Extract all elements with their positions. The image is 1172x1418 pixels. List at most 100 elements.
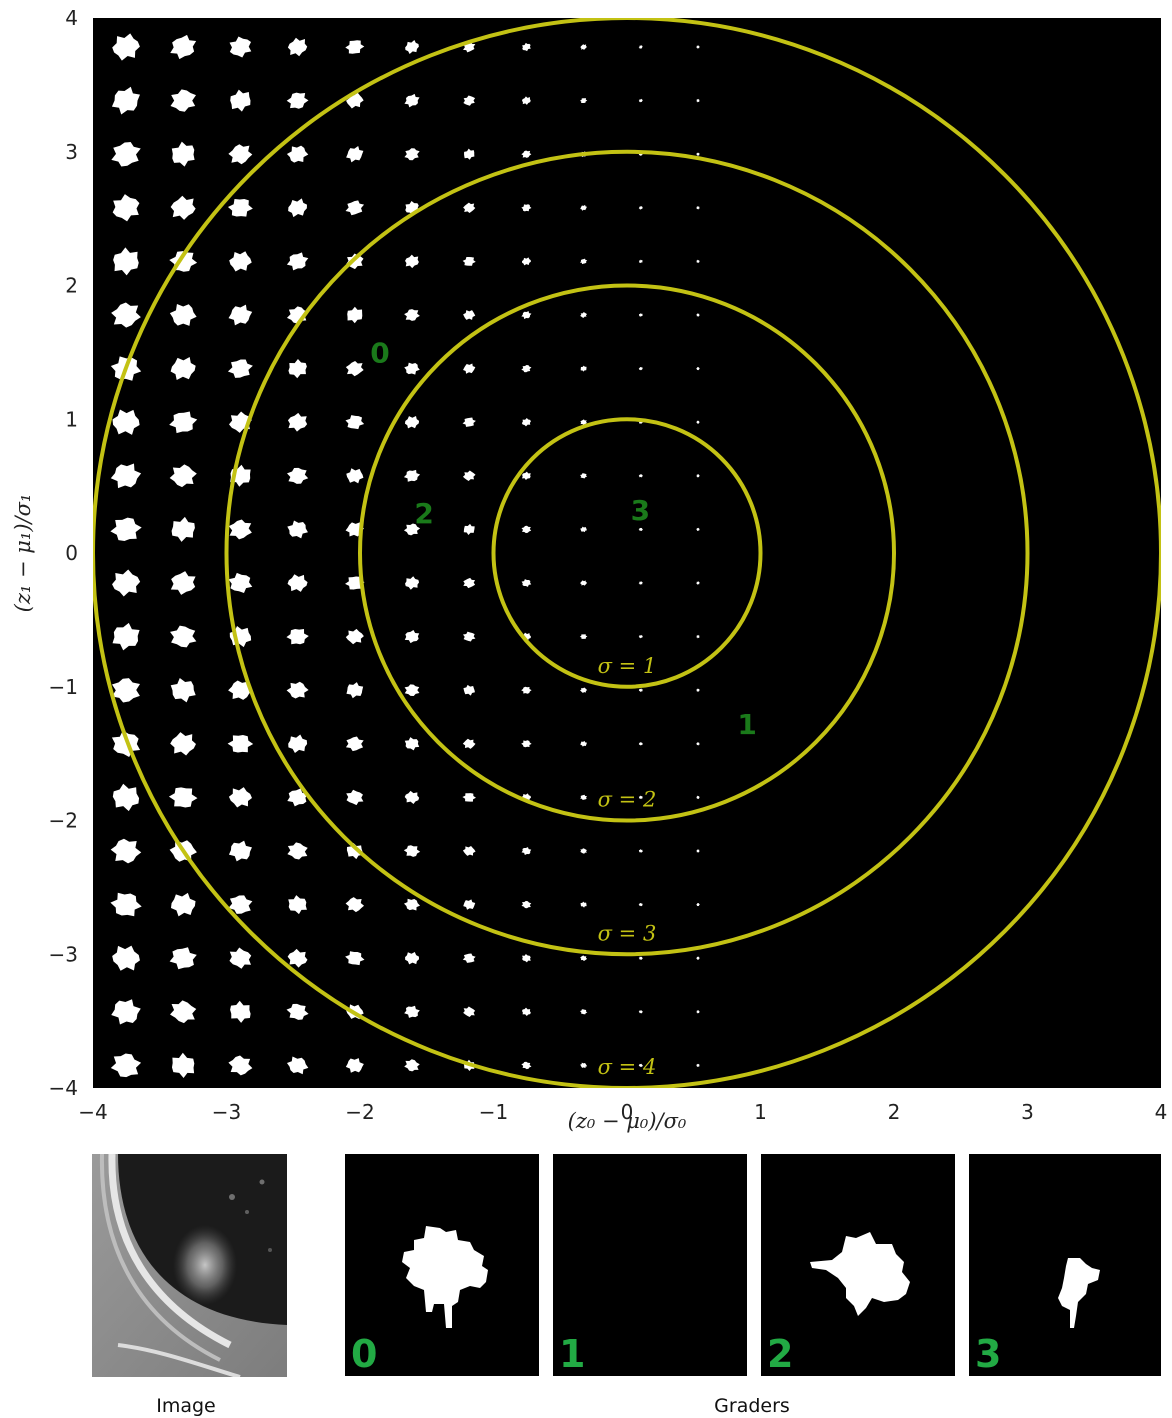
decoded-mask bbox=[170, 625, 197, 648]
decoded-mask bbox=[696, 313, 700, 317]
y-tick-label: 2 bbox=[65, 274, 78, 298]
decoded-mask bbox=[522, 471, 531, 481]
decoded-mask bbox=[462, 631, 476, 642]
decoded-mask bbox=[346, 468, 364, 484]
decoded-mask bbox=[345, 415, 365, 430]
decoded-mask bbox=[464, 148, 475, 160]
grader-point-3: 3 bbox=[631, 494, 650, 527]
decoded-mask bbox=[171, 516, 195, 542]
decoded-mask bbox=[521, 364, 532, 373]
decoded-mask bbox=[462, 470, 476, 481]
sigma-label-4: σ = 4 bbox=[598, 1055, 657, 1079]
decoded-mask bbox=[228, 895, 253, 914]
y-tick-label: −4 bbox=[49, 1076, 78, 1100]
decoded-mask bbox=[696, 581, 700, 585]
decoded-mask bbox=[227, 734, 254, 753]
decoded-mask bbox=[580, 44, 587, 50]
decoded-mask bbox=[696, 795, 700, 800]
grader-0-mask bbox=[402, 1226, 488, 1328]
decoded-mask bbox=[287, 788, 309, 807]
decoded-mask bbox=[345, 200, 365, 216]
decoded-mask bbox=[346, 842, 363, 860]
decoded-mask bbox=[696, 849, 700, 853]
decoded-mask bbox=[169, 304, 197, 326]
decoded-mask bbox=[288, 358, 307, 379]
decoded-mask bbox=[171, 1052, 195, 1079]
decoded-mask bbox=[696, 45, 700, 49]
decoded-mask bbox=[169, 411, 198, 434]
decoded-mask bbox=[110, 517, 142, 541]
sigma-label-1: σ = 1 bbox=[598, 654, 657, 678]
grader-panel-0: 0 bbox=[345, 1154, 539, 1376]
decoded-mask bbox=[286, 1003, 309, 1020]
decoded-mask bbox=[521, 1061, 532, 1070]
decoded-mask bbox=[580, 473, 588, 479]
decoded-mask bbox=[462, 953, 476, 963]
decoded-mask bbox=[288, 895, 307, 915]
decoded-mask bbox=[170, 1000, 197, 1024]
decoded-mask bbox=[404, 1059, 420, 1072]
grader-panel-2: 2 bbox=[761, 1154, 955, 1376]
decoded-mask bbox=[286, 252, 309, 271]
y-tick-label: 0 bbox=[65, 541, 78, 565]
decoded-mask bbox=[228, 1055, 253, 1076]
decoded-mask bbox=[521, 900, 532, 909]
decoded-mask bbox=[287, 948, 308, 968]
x-tick-label: 2 bbox=[888, 1100, 901, 1124]
decoded-mask bbox=[521, 1007, 531, 1017]
decoded-mask bbox=[287, 412, 308, 432]
x-tick-label: 3 bbox=[1021, 1100, 1034, 1124]
decoded-mask bbox=[229, 36, 252, 58]
decoded-mask bbox=[286, 1056, 309, 1075]
decoded-mask bbox=[111, 678, 140, 703]
y-tick-label: −3 bbox=[49, 942, 78, 966]
decoded-mask bbox=[168, 787, 198, 808]
sigma-label-3: σ = 3 bbox=[598, 921, 657, 945]
graders-caption: Graders bbox=[714, 1395, 790, 1417]
y-tick-label: −1 bbox=[49, 675, 78, 699]
decoded-mask bbox=[580, 848, 587, 854]
decoded-mask bbox=[110, 463, 142, 489]
decoded-mask bbox=[112, 622, 140, 651]
decoded-mask bbox=[638, 259, 643, 264]
decoded-mask bbox=[404, 1005, 420, 1018]
decoded-mask bbox=[111, 142, 141, 167]
x-axis-label: (z₀ − μ₀)/σ₀ bbox=[568, 1109, 687, 1133]
decoded-mask bbox=[638, 206, 643, 210]
decoded-mask bbox=[110, 838, 142, 864]
decoded-mask bbox=[287, 37, 308, 57]
decoded-mask bbox=[580, 526, 587, 533]
decoded-mask-grid bbox=[110, 33, 700, 1079]
grader-panel-3-label: 3 bbox=[975, 1332, 1001, 1376]
decoded-mask bbox=[169, 947, 197, 970]
decoded-mask bbox=[521, 525, 532, 534]
x-tick-label: −2 bbox=[345, 1100, 374, 1124]
decoded-mask bbox=[111, 86, 140, 115]
latent-plot: σ = 1 σ = 2 σ = 3 σ = 4 0 2 3 1 bbox=[93, 18, 1161, 1088]
decoded-mask bbox=[579, 1009, 588, 1015]
decoded-mask bbox=[345, 628, 364, 645]
sigma-rings bbox=[93, 18, 1161, 1088]
decoded-mask bbox=[521, 579, 532, 587]
decoded-mask bbox=[696, 741, 700, 746]
y-axis-ticks: 4 3 2 1 0 −1 −2 −3 −4 bbox=[49, 6, 78, 1100]
decoded-mask bbox=[346, 146, 364, 163]
decoded-mask bbox=[229, 947, 252, 969]
decoded-mask bbox=[404, 684, 420, 696]
x-tick-label: −3 bbox=[212, 1100, 241, 1124]
decoded-mask bbox=[403, 898, 421, 911]
decoded-mask bbox=[696, 205, 700, 210]
decoded-mask bbox=[286, 145, 309, 163]
decoded-mask bbox=[286, 92, 309, 109]
grader-point-2: 2 bbox=[414, 497, 433, 530]
decoded-mask bbox=[521, 418, 531, 427]
decoded-mask bbox=[638, 313, 643, 317]
image-caption: Image bbox=[156, 1395, 216, 1417]
decoded-mask bbox=[112, 409, 140, 435]
decoded-mask bbox=[638, 902, 643, 907]
decoded-mask bbox=[696, 688, 700, 692]
decoded-mask bbox=[229, 251, 252, 272]
grader-panel-1: 1 bbox=[553, 1154, 747, 1376]
sigma-ring-1 bbox=[491, 417, 763, 689]
x-tick-label: 0 bbox=[621, 1100, 634, 1124]
